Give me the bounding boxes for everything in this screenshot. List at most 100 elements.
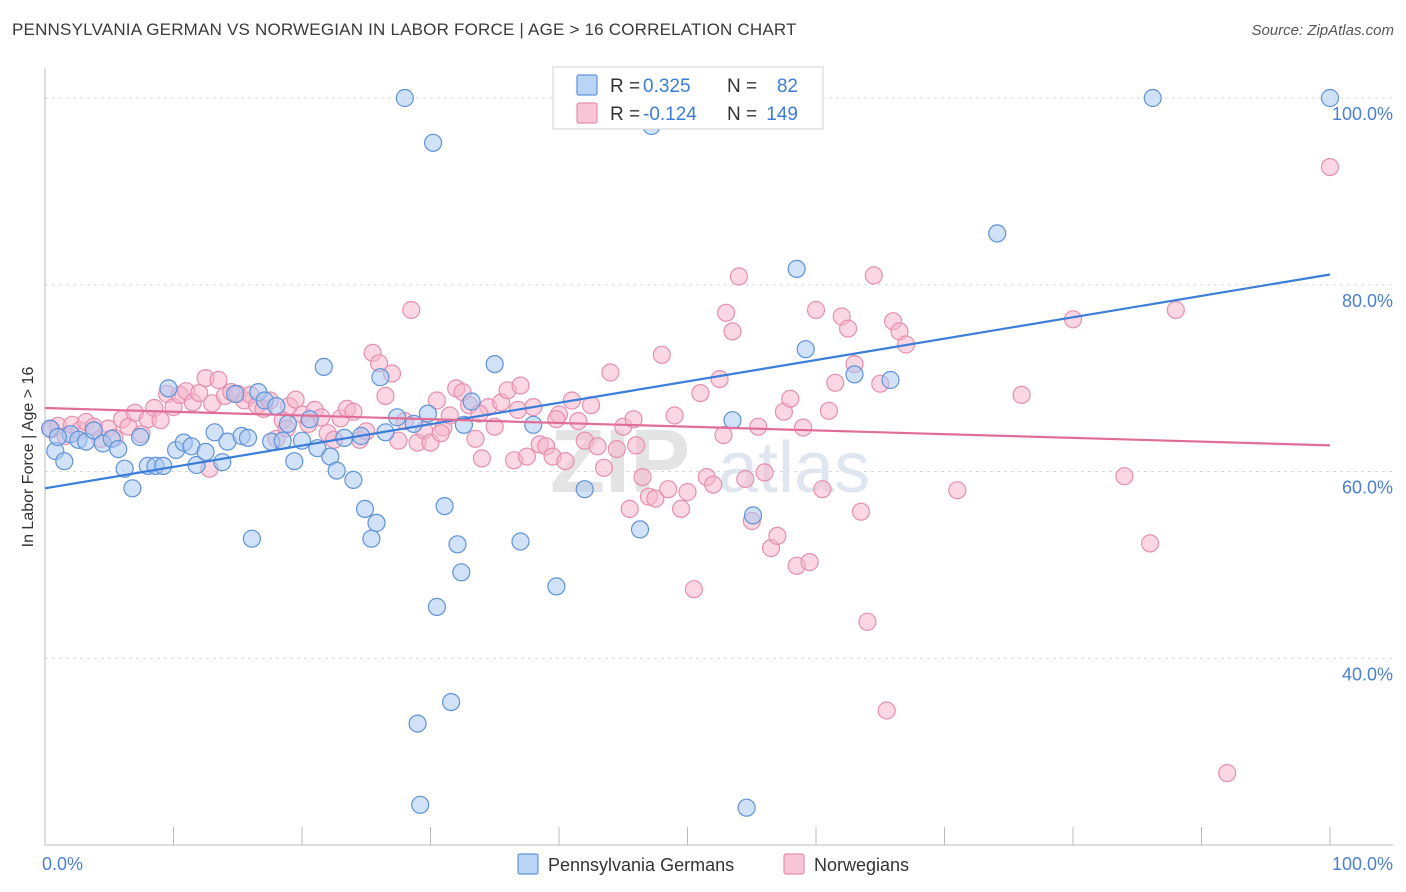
series-legend: Pennsylvania Germans Norwegians [517,853,909,875]
norwegians-point [710,370,729,389]
stats-r-value: 0.325 [643,76,691,97]
norwegians-point [755,463,774,482]
pennsylvania-germans-point [300,410,319,429]
pennsylvania-germans-point [159,379,178,398]
pennsylvania-germans-trend-line [44,273,1331,490]
norwegians-points [42,158,1340,783]
stats-r-label: R = [610,76,640,97]
pennsylvania-germans-point [1320,88,1340,108]
norwegians-point [151,411,170,430]
pennsylvania-germans-point [109,440,128,459]
pennsylvania-germans-point [205,423,224,442]
pennsylvania-germans-point [84,421,103,440]
stats-legend-box [552,66,824,130]
norwegians-point [691,384,710,403]
pennsylvania-germans-points [40,88,1340,817]
source-label: Source: ZipAtlas.com [1251,22,1394,39]
y-tick-label: 60.0% [1342,478,1393,498]
pennsylvania-germans-point [448,535,467,554]
norwegians-trend-line [44,406,1331,447]
norwegians-point [714,426,733,445]
pennsylvania-germans-point [213,453,232,472]
norwegians-point [793,418,813,437]
norwegians-point [1166,300,1185,320]
norwegians-point [781,389,800,408]
pennsylvania-germans-point [485,355,504,374]
norwegians-point [517,447,537,466]
norwegians-point [466,429,485,448]
norwegians-point [389,431,408,450]
pennsylvania-germans-point [273,431,292,450]
pennsylvania-germans-point [267,397,286,416]
norwegians-point [607,440,626,459]
pennsylvania-germans-point [427,597,446,617]
trend-lines [44,273,1331,490]
norwegians-point [594,458,614,477]
x-tick-label-min: 0.0% [42,854,83,874]
norwegians-point [671,499,691,518]
norwegians-point [768,526,787,546]
norwegians-point [556,452,575,471]
y-tick-label: 100.0% [1332,104,1393,124]
pennsylvania-germans-point [988,224,1007,243]
pennsylvania-germans-point [123,479,142,498]
norwegians-point [472,449,491,468]
norwegians-point [684,580,704,599]
pennsylvania-germans-point [408,714,427,733]
pennsylvania-germans-point [442,692,461,712]
norwegians-point [1218,763,1237,783]
norwegians-point [376,386,395,405]
stats-legend: R = 0.325 N = 82 R = -0.124 N = 149 [552,66,824,130]
y-tick-label: 80.0% [1342,291,1393,311]
pennsylvania-germans-point [796,340,815,359]
norwegians-point [209,370,228,390]
pennsylvania-germans-point [787,259,806,278]
norwegians-point [678,482,697,502]
stats-n-label: N = [727,76,757,97]
pennsylvania-germans-point [154,456,173,475]
pennsylvania-germans-point [411,795,430,814]
pennsylvania-germans-point [371,368,390,387]
pennsylvania-germans-point [131,427,150,447]
norwegians-point [633,468,652,487]
pennsylvania-germans-point [845,365,864,384]
legend-pennsylvania-germans-label: Pennsylvania Germans [548,855,734,875]
pennsylvania-germans-point [362,529,381,548]
y-axis-label: In Labor Force | Age > 16 [20,367,37,548]
stats-r-value: -0.124 [643,104,697,125]
norwegians-point [626,436,646,455]
norwegians-point [1140,534,1160,553]
pennsylvania-germans-point [327,461,346,480]
pennsylvania-germans-point [630,520,650,539]
pennsylvania-germans-point [418,404,437,423]
norwegians-point [569,412,588,431]
pennsylvania-germans-point [452,563,471,582]
norwegians-point [485,417,504,436]
stats-legend-swatch [576,74,598,96]
pennsylvania-germans-point [115,459,134,478]
stats-legend-swatch [576,102,598,124]
pennsylvania-germans-point [314,357,333,376]
pennsylvania-germans-point [881,370,900,390]
pennsylvania-germans-point [242,529,261,548]
pennsylvania-germans-point [238,428,258,447]
watermark-text-atlas: atlas [718,428,870,508]
norwegians-point [813,480,832,499]
pennsylvania-germans-point [1143,88,1162,108]
x-tick-labels: 0.0% 100.0% [42,854,1393,874]
norwegians-point [877,701,896,720]
stats-n-value: 82 [777,76,798,97]
y-axis-label-group: In Labor Force | Age > 16 [20,367,37,548]
pennsylvania-germans-point [48,427,68,447]
norwegians-point [511,376,530,395]
pennsylvania-germans-point [55,452,74,471]
chart-title: PENNSYLVANIA GERMAN VS NORWEGIAN IN LABO… [12,20,797,39]
norwegians-point [723,322,742,341]
norwegians-point [1115,467,1134,486]
pennsylvania-germans-point [511,532,530,551]
norwegians-point [729,267,749,286]
norwegians-point [806,300,826,320]
stats-n-value: 149 [766,104,798,125]
pennsylvania-germans-point [575,480,594,499]
